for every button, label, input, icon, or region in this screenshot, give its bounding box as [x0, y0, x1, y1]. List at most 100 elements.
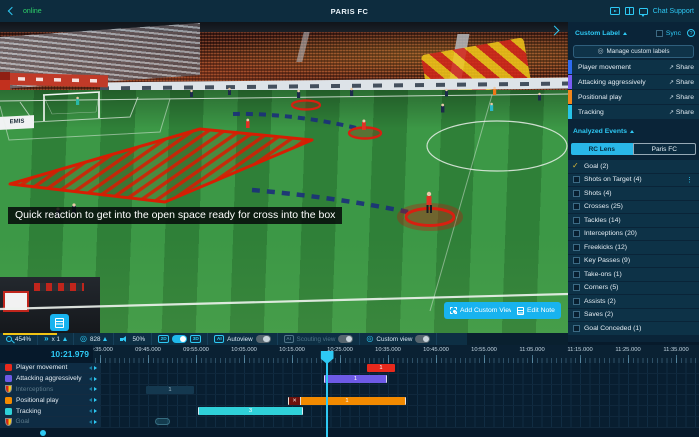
video-tutorial-icon[interactable] [609, 7, 620, 15]
event-row[interactable]: Goal (2) [568, 160, 699, 173]
player-highlight-ellipse[interactable] [290, 99, 322, 111]
custom-label-row[interactable]: Player movement Share [568, 60, 699, 74]
event-checkbox[interactable] [573, 203, 580, 211]
track-lane[interactable]: 1 [100, 384, 699, 396]
event-row[interactable]: Saves (2) [568, 308, 699, 321]
track-label[interactable]: Player movement [0, 363, 100, 374]
prev-event-arrow[interactable] [89, 398, 92, 403]
chat-bubble-icon[interactable] [638, 7, 648, 17]
add-custom-view-button[interactable]: Add Custom View [444, 302, 520, 319]
event-row[interactable]: Corners (5) [568, 281, 699, 294]
next-event-arrow[interactable] [94, 365, 97, 370]
next-event-arrow[interactable] [94, 419, 97, 424]
prev-event-arrow[interactable] [89, 376, 92, 381]
sync-checkbox[interactable] [655, 29, 663, 37]
next-event-arrow[interactable] [94, 376, 97, 381]
help-icon[interactable]: ? [687, 29, 695, 37]
track-lane[interactable] [100, 416, 699, 428]
custom-label-row[interactable]: Attacking aggressively Share [568, 75, 699, 89]
event-row[interactable]: Shots (4) [568, 187, 699, 200]
share-button[interactable]: Share [669, 109, 694, 116]
timeline-event-bar[interactable]: 1 [146, 385, 194, 394]
event-checkbox[interactable] [573, 311, 580, 319]
note-tool-button[interactable] [50, 314, 69, 331]
custom-view-toggle[interactable] [415, 335, 431, 343]
event-checkbox[interactable] [573, 284, 580, 292]
event-row[interactable]: Interceptions (20) [568, 227, 699, 240]
custom-label-row[interactable]: Tracking Share [568, 105, 699, 119]
zoom-control[interactable]: 454% [0, 333, 39, 345]
timeline-event-bar[interactable] [155, 418, 170, 426]
dashed-run-arrow-upper[interactable] [232, 111, 357, 130]
share-button[interactable]: Share [669, 79, 694, 86]
event-checkbox[interactable] [573, 324, 580, 332]
kebab-menu-icon[interactable] [686, 176, 693, 184]
custom-label-row[interactable]: Positional play Share [568, 90, 699, 104]
track-lane[interactable]: 3 [100, 406, 699, 417]
autoview-toggle[interactable] [255, 335, 271, 343]
manage-custom-labels-button[interactable]: ◎ Manage custom labels [573, 45, 694, 58]
edit-note-button[interactable]: Edit Note [511, 302, 561, 319]
event-checkbox[interactable] [573, 176, 580, 184]
event-checkbox[interactable] [573, 297, 580, 305]
timeline-event-bar[interactable]: 1 [324, 374, 387, 383]
playhead-marker[interactable] [320, 351, 334, 364]
event-row[interactable]: Tackles (14) [568, 214, 699, 227]
tab-paris-fc[interactable]: Paris FC [632, 143, 696, 155]
prev-event-arrow[interactable] [89, 419, 92, 424]
event-checkbox[interactable] [573, 230, 580, 238]
track-label[interactable]: Positional play [0, 395, 100, 407]
scouting-view-toggle[interactable] [338, 335, 354, 343]
timeline-event-bar[interactable]: 1 [288, 396, 406, 405]
timeline-event-bar[interactable]: 1 [367, 364, 395, 373]
event-row[interactable]: Goal Conceded (1) [568, 322, 699, 335]
event-row[interactable]: Crosses (25) [568, 200, 699, 213]
next-event-arrow[interactable] [94, 387, 97, 392]
prev-event-arrow[interactable] [89, 387, 92, 392]
event-row[interactable]: Shots on Target (4) [568, 173, 699, 186]
timeline-scroll-handle[interactable] [40, 429, 46, 436]
volume-control[interactable]: 50% [114, 333, 153, 345]
timeline-event-bar[interactable]: 3 [198, 407, 303, 416]
event-checkbox[interactable] [573, 189, 580, 197]
share-button[interactable]: Share [669, 64, 694, 71]
track-lane[interactable]: 1 [100, 363, 699, 374]
track-label[interactable]: Attacking aggressively [0, 373, 100, 385]
timeline-ruler[interactable]: 09:35.000 09:45.000 09:55.000 10:05.000 10:1… [0, 345, 699, 363]
2d-3d-toggle[interactable] [172, 335, 188, 343]
camera-control[interactable]: 828 [74, 333, 115, 345]
dashed-run-arrow-lower[interactable] [251, 187, 409, 215]
prev-event-arrow[interactable] [89, 365, 92, 370]
track-label[interactable]: Goal [0, 416, 100, 428]
prev-event-arrow[interactable] [89, 409, 92, 414]
remove-event-icon[interactable] [289, 396, 301, 405]
add-custom-view-label: Add Custom View [460, 307, 514, 314]
speed-control[interactable]: x 1 [38, 333, 74, 345]
tab-rc-lens[interactable]: RC Lens [571, 143, 633, 155]
next-event-arrow[interactable] [94, 398, 97, 403]
hatched-zone-annotation[interactable] [8, 127, 314, 204]
next-event-arrow[interactable] [94, 409, 97, 414]
triangle-up-icon[interactable] [103, 337, 108, 341]
track-lane[interactable]: 1 [100, 373, 699, 385]
manual-icon[interactable] [624, 7, 634, 15]
chat-support-link[interactable]: Chat Support [652, 7, 694, 15]
event-checkbox[interactable] [573, 257, 580, 265]
event-row[interactable]: Assists (2) [568, 295, 699, 308]
event-row[interactable]: Key Passes (9) [568, 254, 699, 267]
label-color-bar [568, 60, 572, 74]
triangle-up-icon[interactable] [62, 337, 67, 341]
event-row[interactable]: Freekicks (12) [568, 241, 699, 254]
custom-label-header[interactable]: Custom Label Sync ? [568, 26, 699, 40]
analyzed-events-header[interactable]: Analyzed Events [568, 128, 699, 135]
track-label[interactable]: Tracking [0, 406, 100, 417]
share-button[interactable]: Share [669, 94, 694, 101]
event-checkbox[interactable] [573, 270, 580, 278]
event-row[interactable]: Take-ons (1) [568, 268, 699, 281]
video-player[interactable]: EMIS [0, 22, 568, 333]
ai-camera-icon: AI [214, 335, 225, 343]
track-label[interactable]: Interceptions [0, 384, 100, 396]
event-checkbox[interactable] [573, 216, 580, 224]
event-checkbox[interactable] [573, 243, 580, 251]
track-lane[interactable]: 1 [100, 395, 699, 407]
